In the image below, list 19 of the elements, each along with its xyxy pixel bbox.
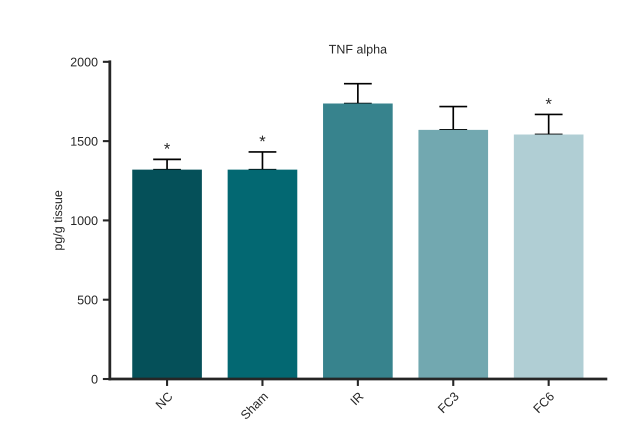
y-tick-label: 0: [92, 374, 98, 384]
x-tick-label: FC3: [438, 391, 460, 414]
annotation: *: [164, 143, 170, 149]
y-tick-label: 2000: [70, 58, 98, 66]
y-tick-label: 1500: [71, 136, 98, 146]
y-tick-label: 1000: [71, 216, 98, 226]
annotation: *: [259, 136, 266, 142]
x-tick-label: IR: [350, 392, 364, 406]
bar: [418, 130, 488, 380]
x-tick-label: NC: [155, 391, 174, 410]
bar: [323, 104, 393, 380]
bar: [514, 134, 584, 380]
bar: [132, 170, 202, 380]
bar: [228, 170, 298, 380]
y-axis-title: pg/g tissue: [53, 190, 65, 250]
annotation: *: [546, 98, 552, 104]
y-tick-label: 500: [78, 296, 98, 304]
x-tick-label: FC6: [532, 391, 555, 414]
chart-title: TNF alpha: [328, 44, 388, 56]
